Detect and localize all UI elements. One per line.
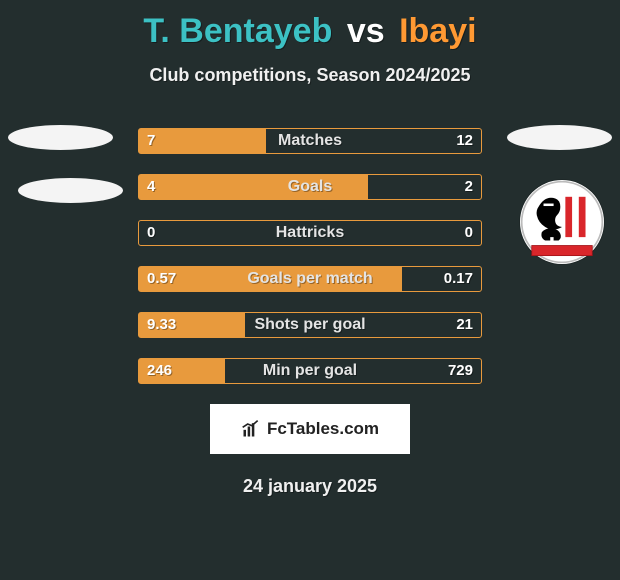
stat-row: 7Matches12 [138, 128, 482, 154]
stat-label: Shots per goal [139, 313, 481, 337]
stat-value-right: 21 [456, 313, 473, 337]
stat-label: Goals per match [139, 267, 481, 291]
stat-rows: 7Matches12 4Goals2 0Hattricks0 0.57Goals pe… [138, 128, 482, 384]
attribution-badge: FcTables.com [210, 404, 410, 454]
stat-label: Min per goal [139, 359, 481, 383]
stat-label: Goals [139, 175, 481, 199]
title-row: T. Bentayeb vs Ibayi [0, 0, 620, 51]
club-logo-icon [520, 180, 604, 264]
club-logo-right [520, 180, 604, 264]
subtitle: Club competitions, Season 2024/2025 [0, 65, 620, 86]
stat-label: Matches [139, 129, 481, 153]
stat-value-right: 12 [456, 129, 473, 153]
footer-date: 24 january 2025 [0, 476, 620, 497]
stat-row: 4Goals2 [138, 174, 482, 200]
stat-value-right: 2 [465, 175, 473, 199]
vs-text: vs [347, 12, 385, 50]
stat-row: 0Hattricks0 [138, 220, 482, 246]
left-placeholder-2 [18, 178, 123, 203]
player1-name: T. Bentayeb [143, 12, 332, 50]
stat-row: 0.57Goals per match0.17 [138, 266, 482, 292]
stat-label: Hattricks [139, 221, 481, 245]
stat-value-right: 0 [465, 221, 473, 245]
stat-value-right: 0.17 [444, 267, 473, 291]
right-placeholder-1 [507, 125, 612, 150]
stat-row: 9.33Shots per goal21 [138, 312, 482, 338]
chart-icon [241, 419, 261, 439]
left-placeholder-1 [8, 125, 113, 150]
attribution-text: FcTables.com [267, 419, 379, 439]
player2-name: Ibayi [399, 12, 476, 50]
stat-row: 246Min per goal729 [138, 358, 482, 384]
stat-value-right: 729 [448, 359, 473, 383]
